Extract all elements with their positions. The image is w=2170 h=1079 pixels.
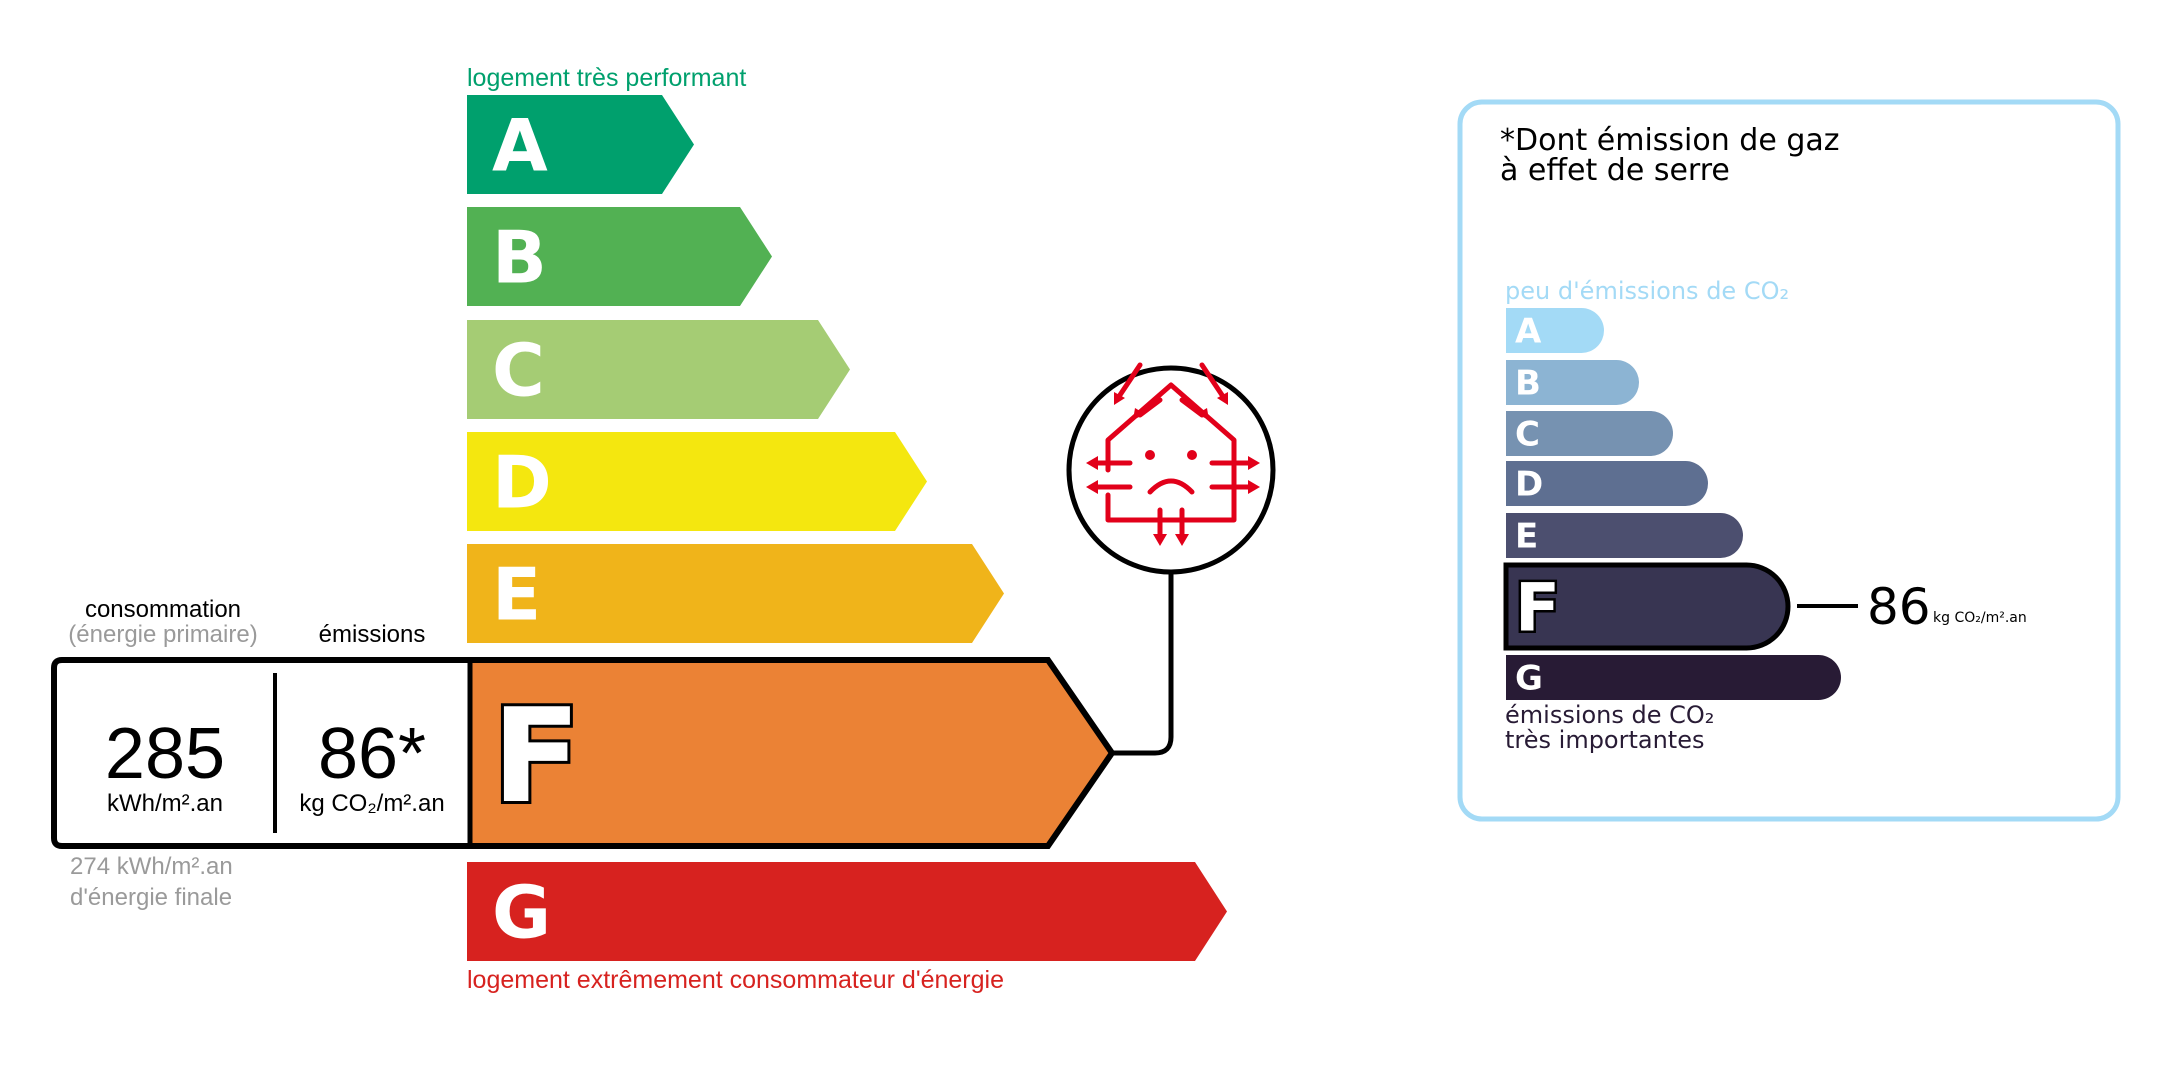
energy-top-label: logement très performant — [467, 64, 746, 92]
energy-bottom-label: logement extrêmement consommateur d'éner… — [467, 966, 1004, 994]
ges-bar-a — [1506, 308, 1604, 353]
energy-letter-b: B — [492, 216, 547, 300]
ges-bar-e — [1506, 513, 1743, 558]
ges-unit: kg CO₂/m².an — [1933, 610, 2027, 626]
emissions-value: 86* — [318, 714, 426, 794]
ges-title-line1: *Dont émission de gaz — [1500, 123, 1840, 158]
ges-bar-f — [1503, 562, 1791, 651]
ges-letter-a: A — [1515, 312, 1542, 352]
ges-letter-b: B — [1515, 364, 1541, 404]
energy-bar-e — [467, 544, 1004, 643]
ges-top-label: peu d'émissions de CO₂ — [1505, 277, 1789, 305]
energy-bar-d — [467, 432, 927, 531]
final-energy-line1: 274 kWh/m².an — [70, 853, 233, 880]
ges-bar-b — [1506, 360, 1639, 405]
energy-letter-a: A — [492, 104, 548, 188]
energy-bar-a — [467, 95, 694, 194]
consumption-unit: kWh/m².an — [107, 790, 223, 817]
emissions-unit: kg CO₂/m².an — [299, 790, 444, 817]
energy-current-box — [51, 657, 1116, 849]
energy-letter-d: D — [492, 441, 552, 525]
ges-bar-c — [1506, 411, 1674, 456]
ges-bottom-label-line2: très importantes — [1505, 726, 1705, 754]
energy-bar-c — [467, 320, 850, 419]
ges-value: 86 — [1867, 578, 1931, 636]
consumption-sublabel: (énergie primaire) — [68, 621, 257, 648]
energy-bar-g — [467, 862, 1227, 961]
ges-bar-d — [1506, 461, 1708, 506]
ges-bar-g — [1506, 655, 1842, 700]
energy-letter-g: G — [492, 871, 551, 955]
emissions-label: émissions — [319, 621, 426, 648]
ges-letter-c: C — [1515, 415, 1540, 455]
energy-bar-b — [467, 207, 772, 306]
icon-connector — [1112, 572, 1174, 756]
energy-letter-e: E — [492, 553, 541, 637]
energy-letter-c: C — [492, 329, 545, 413]
ges-bottom-label-line1: émissions de CO₂ — [1505, 701, 1714, 729]
ges-letter-e: E — [1515, 517, 1538, 557]
ges-letter-d: D — [1515, 465, 1543, 505]
consumption-value: 285 — [105, 714, 225, 794]
ges-letter-g: G — [1515, 659, 1543, 699]
final-energy-line2: d'énergie finale — [70, 884, 232, 911]
ges-title-line2: à effet de serre — [1500, 153, 1730, 188]
energy-bar-f — [470, 660, 1112, 846]
energy-letter-f: F — [492, 680, 581, 832]
sad-house-heat-loss-icon — [1066, 362, 1276, 575]
ges-letter-f: F — [1515, 570, 1560, 647]
consumption-label: consommation — [85, 596, 241, 623]
